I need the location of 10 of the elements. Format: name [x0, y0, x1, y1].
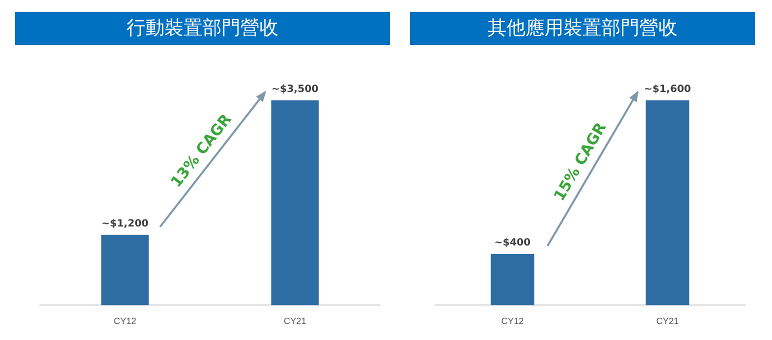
data-label: ~$1,200 — [102, 218, 149, 230]
data-label: ~$400 — [494, 238, 531, 249]
x-tick-label: CY12 — [501, 316, 524, 326]
x-tick-label: CY21 — [656, 316, 679, 326]
data-label: ~$1,600 — [644, 84, 692, 95]
chart-title: 行動裝置部門營收 — [15, 12, 390, 45]
chart-title: 其他應用裝置部門營收 — [410, 12, 755, 45]
x-tick-label: CY21 — [284, 316, 306, 326]
x-tick-label: CY12 — [114, 316, 136, 326]
data-label: ~$3,500 — [272, 84, 319, 95]
